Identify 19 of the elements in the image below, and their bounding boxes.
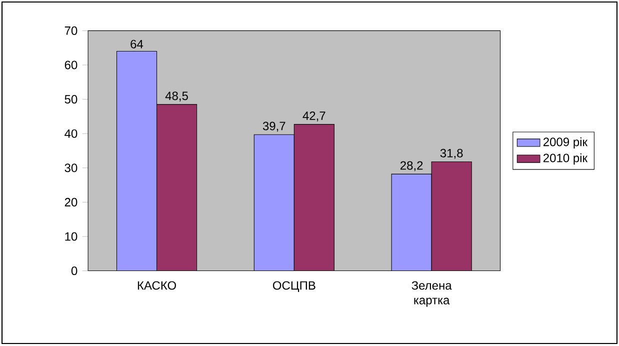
- x-tick-label: ОСЦПВ: [272, 281, 316, 292]
- data-label: 64: [130, 40, 144, 49]
- data-label: 39,7: [262, 122, 286, 132]
- x-tick-label: КАСКО: [138, 281, 176, 290]
- data-label: 42,7: [302, 112, 326, 122]
- data-label: 31,8: [440, 149, 463, 160]
- legend-label: 2010 рік: [543, 154, 588, 165]
- y-tick-label: 70: [64, 26, 78, 36]
- legend-label: 2009 рік: [543, 138, 588, 149]
- y-tick-label: 10: [65, 232, 78, 241]
- data-label: 48,5: [165, 92, 188, 102]
- y-tick-label: 30: [64, 164, 78, 172]
- y-tick-label: 60: [64, 60, 78, 70]
- x-tick-label: Зелена картка: [412, 281, 452, 307]
- y-tick-label: 0: [71, 266, 78, 276]
- y-tick-label: 40: [64, 130, 78, 138]
- y-tick-label: 20: [64, 198, 78, 207]
- y-tick-label: 50: [64, 95, 78, 104]
- data-label: 28,2: [400, 161, 423, 172]
